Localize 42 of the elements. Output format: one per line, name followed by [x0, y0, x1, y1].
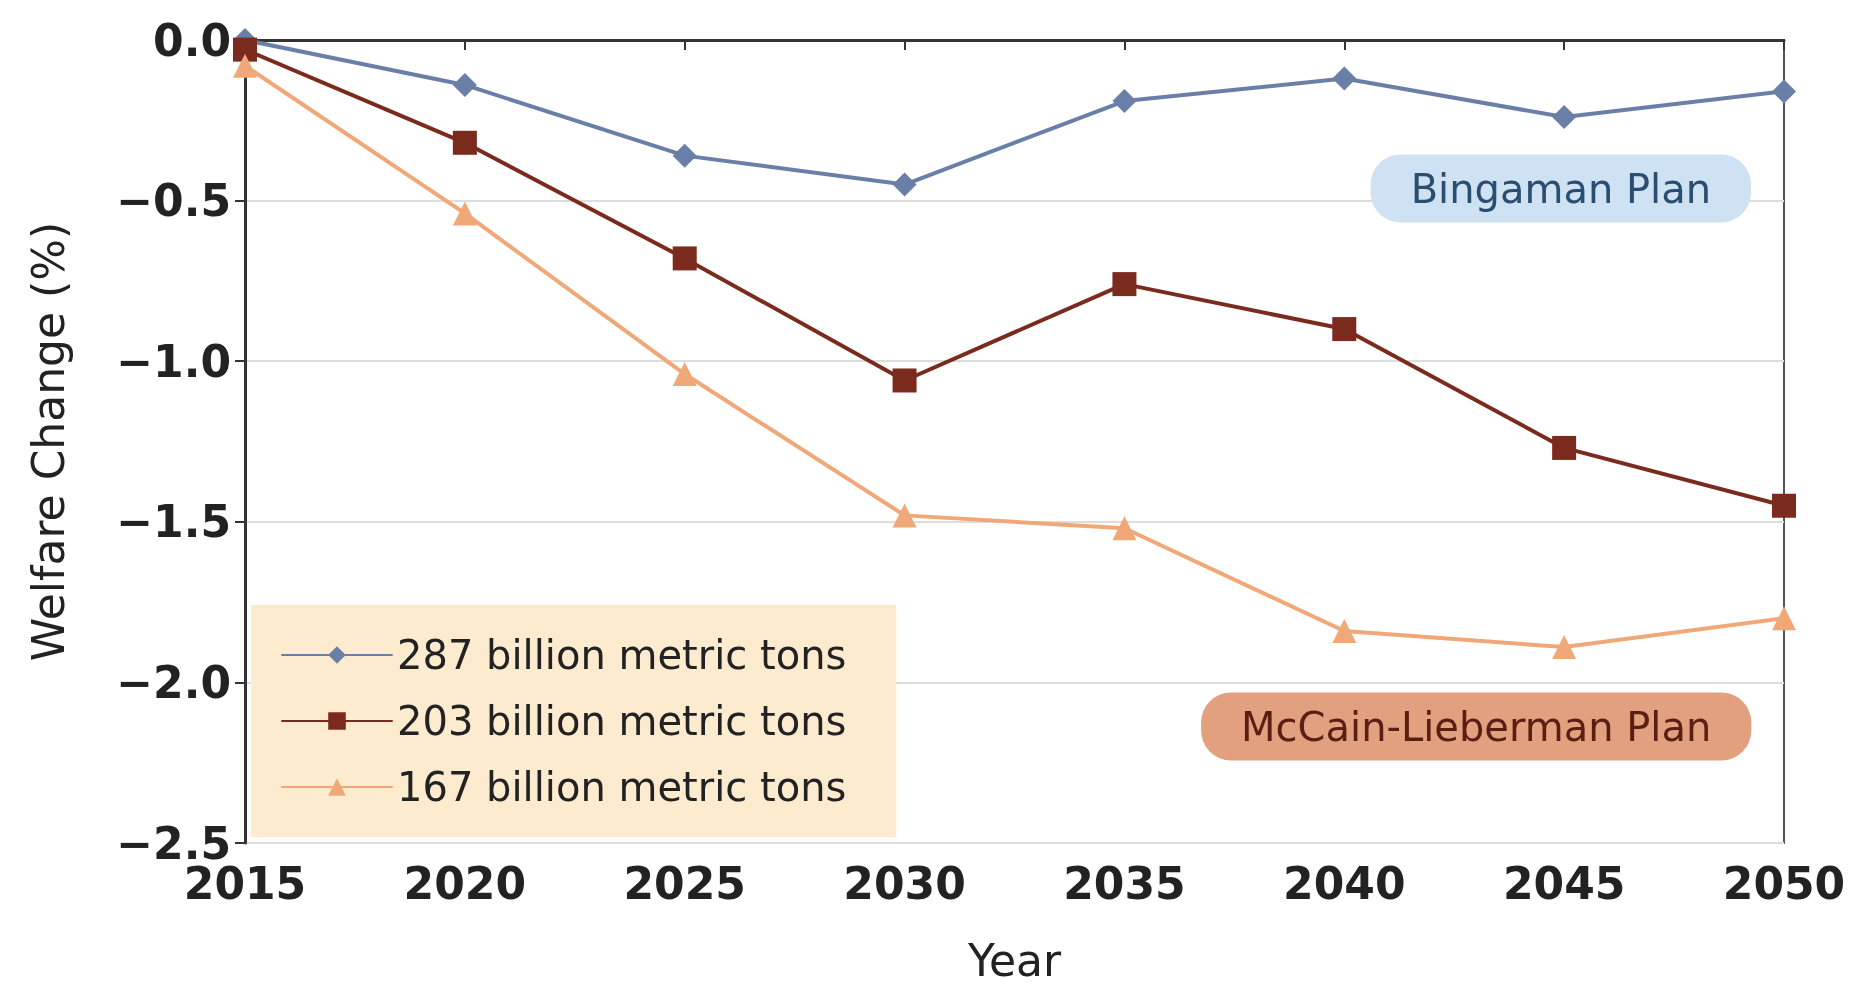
point: [892, 172, 917, 197]
point: [233, 53, 257, 78]
point: [1552, 635, 1577, 660]
point: [452, 201, 477, 226]
y-tick-label: −0.5: [116, 175, 231, 227]
point: [1112, 516, 1137, 541]
point: [1332, 619, 1357, 644]
point: [1772, 79, 1796, 104]
point: [452, 72, 477, 97]
x-tick-label: 2030: [843, 857, 966, 909]
y-tick-label: −1.5: [116, 496, 231, 548]
point: [892, 368, 917, 393]
x-tick-label: 2035: [1063, 857, 1186, 909]
point: [1332, 317, 1357, 342]
point: [1552, 105, 1577, 130]
y-axis-title: Welfare Change (%): [22, 221, 74, 662]
point: [1332, 66, 1357, 91]
annotation: McCain-Lieberman Plan: [1241, 703, 1712, 750]
x-tick-label: 2040: [1283, 857, 1406, 909]
point: [672, 143, 697, 168]
point: [672, 246, 697, 271]
annotation: Bingaman Plan: [1410, 165, 1712, 212]
point: [1112, 272, 1137, 297]
x-tick-label: 2050: [1722, 857, 1846, 909]
y-tick-label: 0.0: [153, 14, 231, 66]
y-tick-label: −1.0: [116, 335, 231, 387]
point: [1112, 89, 1137, 114]
y-tick-label: −2.0: [116, 656, 231, 708]
point: [1772, 493, 1796, 518]
point: [892, 503, 917, 528]
x-tick-label: 2025: [623, 857, 746, 909]
point: [1772, 606, 1796, 631]
x-tick-label: 2020: [403, 857, 527, 909]
point: [233, 37, 257, 62]
point: [452, 130, 477, 155]
legend-label: 287 billion metric tons: [397, 632, 847, 678]
x-axis-title: Year: [966, 934, 1062, 986]
legend-label: 203 billion metric tons: [397, 698, 847, 744]
point: [1552, 435, 1577, 460]
x-tick-label: 2045: [1502, 857, 1626, 909]
legend-label: 167 billion metric tons: [397, 764, 847, 810]
point: [672, 362, 697, 387]
